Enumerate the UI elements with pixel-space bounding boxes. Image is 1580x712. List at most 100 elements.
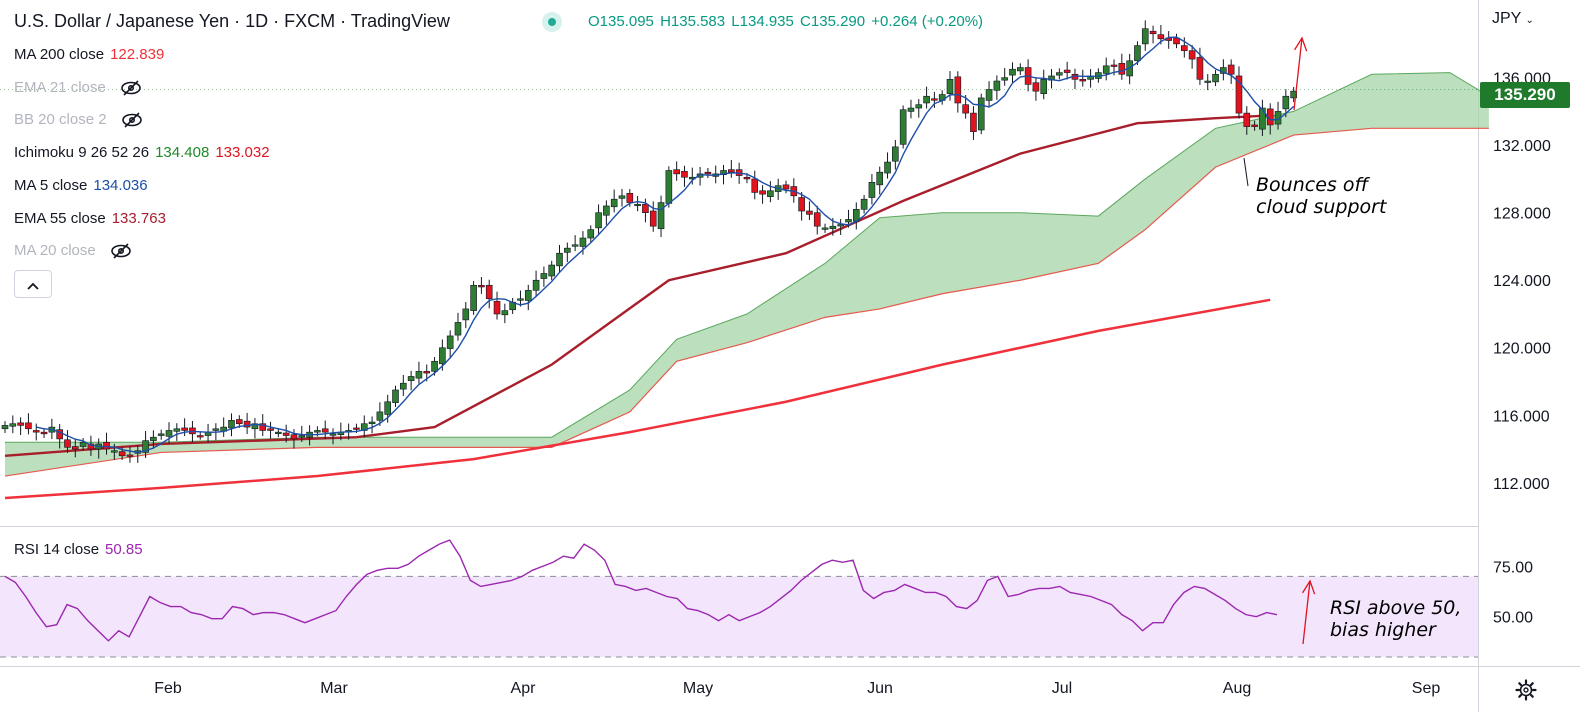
legend-collapse-button[interactable] [14, 270, 52, 298]
candle-body [681, 171, 688, 178]
legend-ichimoku-value2: 133.032 [215, 144, 270, 161]
hidden-eye-icon[interactable] [121, 112, 143, 128]
legend-ema55[interactable]: EMA 55 close 133.763 [14, 210, 166, 228]
candle-body [587, 229, 595, 239]
candle-body [1118, 63, 1126, 75]
candle-body [821, 227, 829, 230]
candle-body [1102, 65, 1110, 74]
close-value: C135.290 [800, 13, 866, 30]
legend-ema55-label: EMA 55 close [14, 210, 106, 227]
symbol-title[interactable]: U.S. Dollar / Japanese Yen · 1D · FXCM ·… [14, 11, 450, 31]
candle-body [111, 450, 118, 453]
time-axis-label: Aug [1223, 680, 1251, 697]
candle-body [103, 441, 110, 450]
candle-body [1032, 82, 1040, 92]
candle-body [493, 301, 501, 315]
candle-body [720, 170, 727, 176]
legend-ichimoku-label: Ichimoku 9 26 52 26 [14, 144, 150, 161]
candle-body [314, 430, 321, 433]
candle-body [501, 310, 509, 316]
candle-body [32, 430, 40, 433]
legend-ema55-value: 133.763 [111, 210, 166, 227]
price-up-arrow [1293, 37, 1303, 111]
candle-body [126, 454, 134, 457]
candle-body [1204, 80, 1212, 83]
rsi-axis-tick: 75.00 [1493, 559, 1533, 576]
candle-body [9, 423, 17, 427]
time-axis-label: Apr [511, 680, 537, 697]
annotation-rsi-line2: bias higher [1330, 619, 1436, 641]
candle-body [243, 420, 251, 428]
candle-body [462, 308, 470, 321]
legend-ma20[interactable]: MA 20 close [14, 242, 132, 260]
candle-body [1134, 45, 1141, 62]
candle-body [985, 89, 993, 101]
price-up-arrow-head [1294, 36, 1308, 52]
change-value: +0.264 (+0.20%) [871, 13, 984, 30]
currency-selector[interactable]: JPY ⌄ [1492, 10, 1534, 28]
candle-body [665, 170, 673, 204]
candle-body [407, 376, 415, 381]
ohlc-readout: O135.095 H135.583 L134.935 C135.290 +0.2… [588, 13, 985, 30]
candle-body [782, 184, 790, 190]
candle-body [157, 433, 165, 436]
candle-body [931, 98, 938, 101]
candle-body [728, 169, 735, 173]
candle-body [1188, 50, 1196, 60]
legend-ma200[interactable]: MA 200 close 122.839 [14, 46, 164, 64]
candle-body [392, 389, 399, 403]
candle-body [1235, 75, 1243, 114]
candle-body [673, 169, 680, 175]
annotation-rsi-line1: RSI above 50, [1330, 597, 1462, 619]
candle-body [1227, 64, 1235, 75]
low-value: L134.935 [731, 13, 794, 30]
candle-body [165, 430, 173, 437]
current-price-badge: 135.290 [1480, 82, 1570, 108]
candle-body [1259, 107, 1266, 130]
legend-ma5[interactable]: MA 5 close 134.036 [14, 177, 148, 195]
candle-body [524, 290, 532, 301]
legend-bb20[interactable]: BB 20 close 2 [14, 111, 143, 129]
candle-body [275, 431, 282, 434]
legend-ma5-label: MA 5 close [14, 177, 88, 194]
candle-body [970, 112, 977, 132]
hidden-eye-icon[interactable] [120, 80, 142, 96]
legend-ichimoku[interactable]: Ichimoku 9 26 52 26 134.408 133.032 [14, 144, 270, 162]
candle-body [1079, 79, 1087, 82]
candle-body [1173, 37, 1180, 45]
candle-body [118, 451, 126, 457]
candle-body [1290, 90, 1297, 99]
candle-body [634, 203, 641, 207]
candle-body [860, 198, 868, 210]
candle-body [1040, 79, 1048, 94]
candle-body [626, 192, 634, 203]
candle-body [845, 219, 852, 223]
candle-body [884, 161, 891, 174]
price-axis-tick: 120.000 [1493, 341, 1551, 358]
candle-body [478, 284, 485, 288]
time-axis-label: Jun [867, 680, 893, 697]
annotation-cloud-line2: cloud support [1256, 196, 1387, 218]
candle-body [1212, 73, 1219, 83]
settings-gear-icon[interactable] [1514, 678, 1538, 702]
legend-bb20-label: BB 20 close 2 [14, 111, 107, 128]
legend-ema21[interactable]: EMA 21 close [14, 79, 142, 97]
candle-body [329, 433, 337, 436]
candle-body [603, 205, 610, 216]
candle-body [1196, 57, 1204, 80]
candle-body [79, 441, 87, 447]
candle-body [64, 439, 71, 448]
candle-body [181, 427, 188, 431]
candle-body [946, 79, 954, 94]
candle-body [1141, 28, 1149, 45]
legend-rsi[interactable]: RSI 14 close 50.85 [14, 541, 143, 558]
rsi-line [4, 539, 1278, 642]
ema55-line [4, 114, 1271, 457]
candle-body [642, 203, 649, 214]
candle-body [1157, 34, 1165, 40]
candle-body [212, 428, 220, 431]
candle-body [282, 432, 290, 436]
rsi-band [0, 576, 1478, 657]
hidden-eye-icon[interactable] [110, 243, 132, 259]
